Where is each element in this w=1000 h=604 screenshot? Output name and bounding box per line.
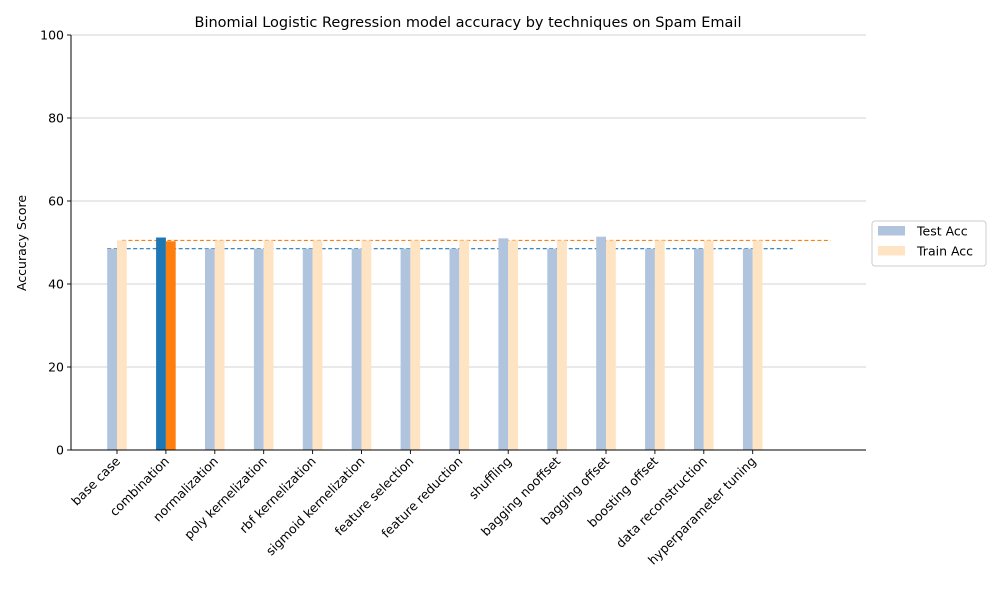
bar-train-rbf-kernelization xyxy=(312,240,323,450)
legend: Test Acc Train Acc xyxy=(871,220,987,267)
bar-train-normalization xyxy=(214,240,225,450)
bar-train-feature-selection xyxy=(410,240,421,450)
bar-train-sigmoid-kernelization xyxy=(361,240,372,450)
y-tick-label: 40 xyxy=(48,277,64,292)
bar-train-data-reconstruction xyxy=(703,240,714,450)
y-tick-label: 100 xyxy=(40,28,64,43)
legend-swatch-test xyxy=(878,226,905,236)
bar-test-sigmoid-kernelization xyxy=(351,248,362,450)
bar-test-rbf-kernelization xyxy=(302,248,313,450)
bar-test-bagging-offset xyxy=(596,236,606,450)
bar-test-boosting-offset xyxy=(645,248,655,450)
bar-test-bagging-nooffset xyxy=(547,248,558,450)
y-tick-label: 80 xyxy=(48,111,64,126)
x-tick-label: poly kernelization xyxy=(181,454,270,543)
bar-test-feature-reduction xyxy=(449,248,460,450)
bar-train-base-case xyxy=(117,240,127,450)
bar-test-base-case xyxy=(107,248,117,450)
legend-label-train: Train Acc xyxy=(916,244,973,259)
x-tick-label: data reconstruction xyxy=(613,454,710,551)
bar-train-bagging-nooffset xyxy=(557,240,567,450)
bar-test-combination xyxy=(156,237,166,450)
bar-train-bagging-offset xyxy=(606,240,616,450)
legend-label-test: Test Acc xyxy=(916,224,968,239)
bar-test-poly-kernelization xyxy=(253,248,264,450)
y-axis-label: Accuracy Score xyxy=(14,195,29,291)
bar-train-boosting-offset xyxy=(654,240,665,450)
y-tick-label: 60 xyxy=(48,194,64,209)
y-tick-label: 0 xyxy=(56,443,64,458)
y-tick-label: 20 xyxy=(48,360,64,375)
legend-swatch-train xyxy=(878,246,905,256)
bar-train-feature-reduction xyxy=(459,240,470,450)
bar-train-hyperparameter-tuning xyxy=(752,240,763,450)
bar-test-normalization xyxy=(205,248,215,450)
chart-title: Binomial Logistic Regression model accur… xyxy=(195,15,742,31)
x-tick-label: feature reduction xyxy=(378,454,465,541)
bar-test-feature-selection xyxy=(400,248,411,450)
bar-train-combination xyxy=(165,241,176,450)
bar-test-data-reconstruction xyxy=(694,248,704,450)
x-tick-label: sigmoid kernelization xyxy=(263,454,368,559)
bar-train-shuffling xyxy=(508,240,518,450)
x-tick-label: shuffling xyxy=(466,454,515,503)
bar-train-poly-kernelization xyxy=(263,240,274,450)
bar-test-shuffling xyxy=(498,238,509,450)
bar-test-hyperparameter-tuning xyxy=(742,248,753,450)
